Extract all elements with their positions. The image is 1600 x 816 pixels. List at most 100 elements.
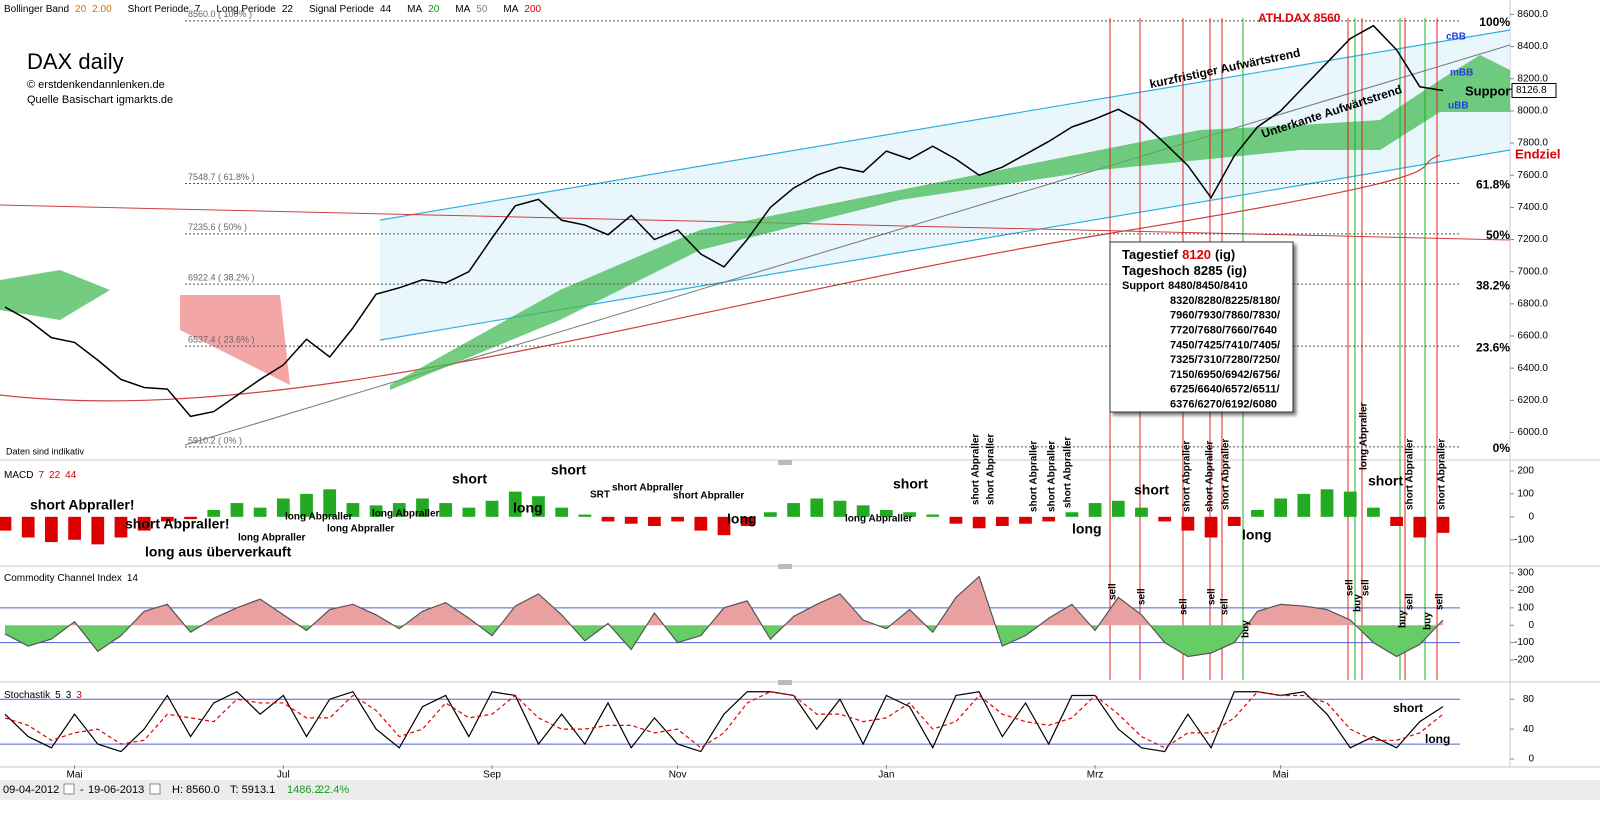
annotation: short [452,471,487,487]
date-picker[interactable] [63,783,75,795]
annotation: SRT [590,490,610,501]
macd-bar [0,516,12,531]
macd-bar [787,503,800,517]
annotation: short Abpraller [1047,441,1058,512]
macd-bar [833,500,847,517]
annotation: uBB [1448,101,1469,112]
annotation: sell [1435,593,1446,610]
macd-bar [578,514,592,517]
y-tick-label: 8000.0 [1517,106,1548,117]
macd-bar [648,516,661,527]
macd-bar [137,516,151,531]
cci-line [4,575,1444,658]
last-price-box [1511,83,1557,99]
y-tick-label: 8200.0 [1517,73,1548,84]
y-tick-label: 7600.0 [1517,170,1548,181]
macd-bar [1088,503,1102,517]
panel-param: 14 [127,573,139,584]
support-line: 7720/7680/7660/7640 [1170,325,1277,337]
x-tick-label: Sep [483,770,501,781]
annotation: long Abpraller [238,533,306,544]
legend-param: 7 [195,4,201,15]
panel-frame [0,0,1600,768]
info-line: Tageshoch 8285 (ig) [1122,263,1247,278]
x-tick-label: Jan [878,770,894,781]
macd-bar [1181,516,1195,531]
last-price-label: 8126.8 [1516,85,1547,96]
x-tick-label: Mai [1273,770,1289,781]
annotation: short Abpraller! [125,516,230,532]
stoch-line [4,691,1444,753]
y-tick-label: 6000.0 [1517,427,1548,438]
macd-bar [462,507,476,517]
legend-label: Short Periode [128,4,190,15]
annotation: Support [1465,83,1515,98]
panel-param: 5 [55,690,61,701]
macd-bar [1343,491,1357,517]
support-line: 7325/7310/7280/7250/ [1170,354,1280,366]
macd-bar [1227,516,1241,527]
macd-bar [439,503,453,517]
info-box [1109,241,1294,413]
annotation: short Abpraller [1221,439,1232,510]
macd-bar [671,516,684,522]
y-tick-label: 200 [1517,466,1534,477]
panel-title-text: Commodity Channel Index [4,573,122,584]
legend-param: 20 [428,4,440,15]
macd-bar [323,489,337,517]
legend-label: MA [503,4,518,15]
annotation: long Abpraller [372,509,440,520]
fib-label: 38.2% [1476,278,1510,292]
macd-bar [764,512,777,517]
status-change-pct: 22.4% [318,784,349,796]
legend-label: MA [455,4,470,15]
legend-param: 50 [476,4,488,15]
legend-param: 200 [524,4,541,15]
legend-param: 20 [75,4,87,15]
splitter [778,680,792,685]
annotation: sell [1207,588,1218,605]
support-line: 6376/6270/6192/6080 [1170,399,1277,411]
annotation: sell [1220,598,1231,615]
panel-param: 3 [76,690,82,701]
macd-bar [276,498,290,517]
status-bar [0,780,1600,800]
status-end: 19-06-2013 [88,784,144,796]
y-tick-label: 300 [1517,568,1534,579]
info-note: (ig) [1227,263,1247,278]
support-line: 6725/6640/6572/6511/ [1170,384,1280,396]
macd-bar [972,516,986,529]
macd-bar [1111,500,1125,517]
panel-title: Commodity Channel Index 14 [4,573,138,584]
support-line: 8320/8280/8225/8180/ [1170,295,1280,307]
annotation: short Abpraller [1437,439,1448,510]
date-picker[interactable] [149,783,161,795]
y-tick-label: -100 [1514,534,1534,545]
y-tick-label: -100 [1514,637,1534,648]
support-line: Support 8480/8450/8410 [1122,280,1248,292]
fib-price-label: 7235.6 ( 50% ) [188,222,247,232]
macd-bar [68,516,81,540]
macd-bar [253,507,267,517]
macd-bar [740,516,754,527]
fib-price-label: 6537.4 ( 23.6% ) [188,334,255,344]
annotation: long [1242,527,1272,543]
annotation: short [1393,701,1423,715]
info-note: (ig) [1215,247,1235,262]
y-tick-label: 0 [1528,511,1534,522]
macd-bar [1390,516,1403,527]
annotation: long Abpraller [845,514,913,525]
y-tick-label: 100 [1517,489,1534,500]
legend-label: Long Periode [216,4,276,15]
panel-title: MACD 7 22 44 [4,470,77,481]
y-tick-label: 8600.0 [1517,9,1548,20]
fib-price-label: 8560.0 ( 100% ) [188,9,252,19]
macd-bar [485,500,499,517]
macd-bar [369,505,383,517]
annotation: mBB [1450,68,1473,79]
support-label: Support [1122,280,1164,292]
annotation: sell [1108,583,1119,600]
macd-bar [1436,516,1450,533]
price-line [4,24,1444,418]
